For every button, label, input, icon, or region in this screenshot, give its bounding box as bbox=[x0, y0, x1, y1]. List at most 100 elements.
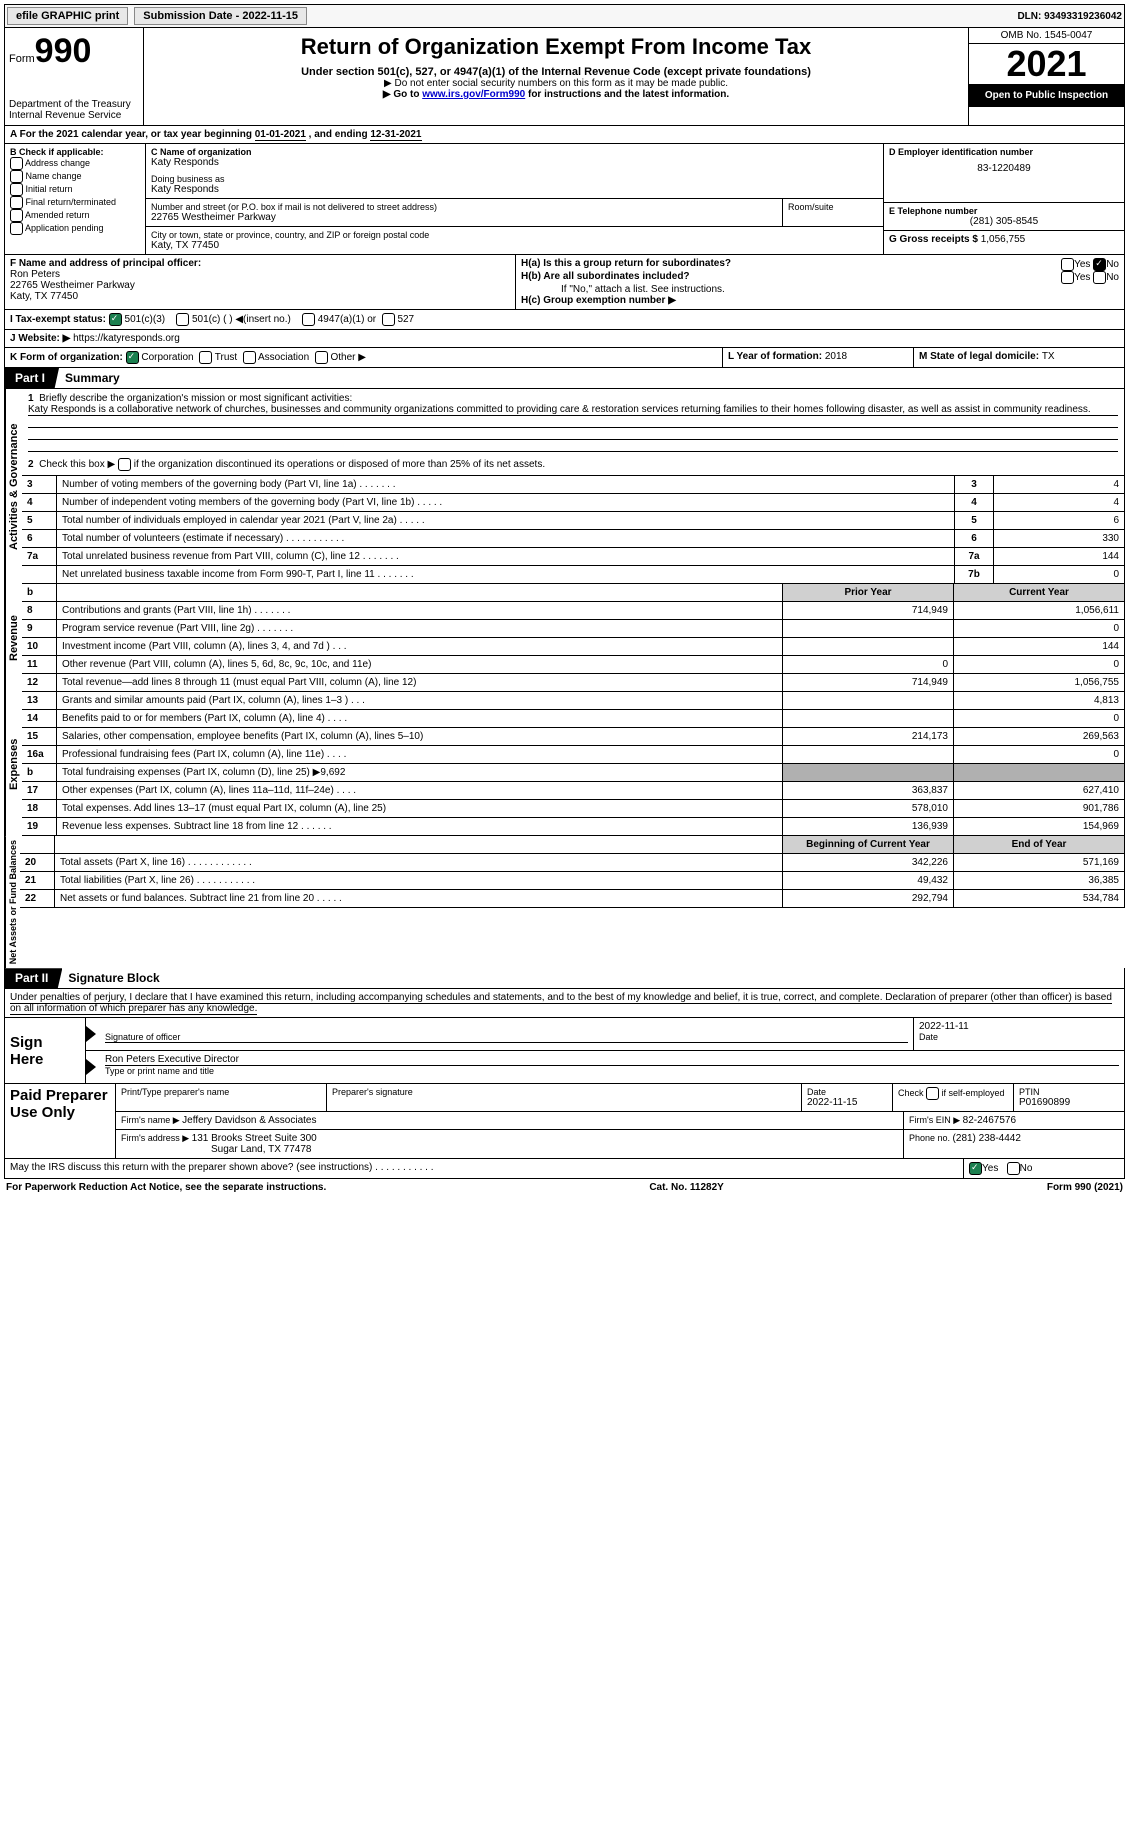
line2-post: if the organization discontinued its ope… bbox=[131, 459, 545, 470]
prep-date-label: Date bbox=[807, 1087, 887, 1097]
dln-value: 93493319236042 bbox=[1044, 11, 1122, 22]
colb-checkbox[interactable] bbox=[10, 222, 23, 235]
other-checkbox[interactable] bbox=[315, 351, 328, 364]
no-text-2: No bbox=[1106, 272, 1119, 283]
sub3-post: for instructions and the latest informat… bbox=[525, 89, 729, 100]
501c3-checkbox[interactable] bbox=[109, 313, 122, 326]
date-label: Date bbox=[919, 1032, 1119, 1042]
opt-trust: Trust bbox=[215, 352, 237, 363]
opt-corp: Corporation bbox=[141, 352, 193, 363]
row-fh: F Name and address of principal officer:… bbox=[4, 255, 1125, 310]
h-a-no-checkbox[interactable] bbox=[1093, 258, 1106, 271]
section-activities: Activities & Governance 1 Briefly descri… bbox=[4, 389, 1125, 584]
part1-title: Summary bbox=[59, 368, 126, 388]
self-employed-checkbox[interactable] bbox=[926, 1087, 939, 1100]
h-b-yes-checkbox[interactable] bbox=[1061, 271, 1074, 284]
prep-name-label: Print/Type preparer's name bbox=[116, 1084, 327, 1111]
discuss-yes: Yes bbox=[982, 1163, 998, 1174]
line2-checkbox[interactable] bbox=[118, 458, 131, 471]
h-c-label: H(c) Group exemption number ▶ bbox=[521, 295, 1119, 306]
gross-value: 1,056,755 bbox=[981, 234, 1026, 245]
corp-checkbox[interactable] bbox=[126, 351, 139, 364]
revenue-row: 11Other revenue (Part VIII, column (A), … bbox=[22, 656, 1125, 674]
opt-assoc: Association bbox=[258, 352, 309, 363]
4947-checkbox[interactable] bbox=[302, 313, 315, 326]
sign-here-label: Sign Here bbox=[5, 1018, 86, 1083]
discuss-yes-checkbox[interactable] bbox=[969, 1162, 982, 1175]
ein-label: D Employer identification number bbox=[889, 147, 1119, 157]
line-m-label: M State of legal domicile: bbox=[919, 351, 1042, 362]
line-k-label: K Form of organization: bbox=[10, 352, 123, 363]
527-checkbox[interactable] bbox=[382, 313, 395, 326]
colb-option: Application pending bbox=[10, 222, 140, 235]
paid-preparer-block: Paid Preparer Use Only Print/Type prepar… bbox=[4, 1084, 1125, 1159]
arrow-icon-2 bbox=[86, 1059, 96, 1075]
submission-date-button[interactable]: Submission Date - 2022-11-15 bbox=[134, 7, 307, 25]
501c-checkbox[interactable] bbox=[176, 313, 189, 326]
discuss-row: May the IRS discuss this return with the… bbox=[4, 1159, 1125, 1179]
h-a-yes-checkbox[interactable] bbox=[1061, 258, 1074, 271]
org-name: Katy Responds bbox=[151, 157, 878, 168]
dept-text: Department of the Treasury Internal Reve… bbox=[9, 99, 139, 121]
colb-checkbox[interactable] bbox=[10, 170, 23, 183]
firm-addr1: 131 Brooks Street Suite 300 bbox=[192, 1133, 317, 1144]
ptin-label: PTIN bbox=[1019, 1087, 1119, 1097]
h-b-label: H(b) Are all subordinates included? bbox=[521, 271, 690, 284]
expense-row: 16aProfessional fundraising fees (Part I… bbox=[22, 746, 1125, 764]
firm-phone: (281) 238-4442 bbox=[953, 1133, 1021, 1144]
trust-checkbox[interactable] bbox=[199, 351, 212, 364]
sub3-pre: ▶ Go to bbox=[383, 89, 422, 100]
header-left: Form990 Department of the Treasury Inter… bbox=[5, 28, 144, 125]
officer-label: F Name and address of principal officer: bbox=[10, 258, 510, 269]
street-value: 22765 Westheimer Parkway bbox=[151, 212, 777, 223]
prep-date: 2022-11-15 bbox=[807, 1097, 887, 1108]
footer: For Paperwork Reduction Act Notice, see … bbox=[4, 1179, 1125, 1196]
h-b-no-checkbox[interactable] bbox=[1093, 271, 1106, 284]
officer-addr1: 22765 Westheimer Parkway bbox=[10, 280, 510, 291]
colb-checkbox[interactable] bbox=[10, 209, 23, 222]
colb-checkbox[interactable] bbox=[10, 183, 23, 196]
sign-name: Ron Peters Executive Director bbox=[105, 1054, 1119, 1066]
irs-link[interactable]: www.irs.gov/Form990 bbox=[422, 89, 525, 100]
netassets-table: Beginning of Current Year End of Year 20… bbox=[20, 836, 1125, 908]
discuss-no-checkbox[interactable] bbox=[1007, 1162, 1020, 1175]
discuss-no: No bbox=[1020, 1163, 1033, 1174]
phone-label: E Telephone number bbox=[889, 206, 1119, 216]
colb-checkbox[interactable] bbox=[10, 157, 23, 170]
paid-preparer-label: Paid Preparer Use Only bbox=[5, 1084, 116, 1158]
assoc-checkbox[interactable] bbox=[243, 351, 256, 364]
colb-option: Address change bbox=[10, 157, 140, 170]
officer-addr2: Katy, TX 77450 bbox=[10, 291, 510, 302]
sign-date: 2022-11-11 bbox=[919, 1021, 1119, 1032]
expense-row: 17Other expenses (Part IX, column (A), l… bbox=[22, 782, 1125, 800]
org-name-label: C Name of organization bbox=[151, 147, 878, 157]
line-j: J Website: ▶ https://katyresponds.org bbox=[4, 330, 1125, 348]
sec1-table: 3Number of voting members of the governi… bbox=[22, 476, 1125, 584]
colb-option: Amended return bbox=[10, 209, 140, 222]
firm-name: Jeffery Davidson & Associates bbox=[182, 1115, 316, 1126]
no-text: No bbox=[1106, 259, 1119, 270]
firm-label: Firm's name ▶ bbox=[121, 1115, 182, 1125]
sec1-row: 7aTotal unrelated business revenue from … bbox=[22, 548, 1125, 566]
line-a-end: 12-31-2021 bbox=[370, 129, 421, 141]
gross-label: G Gross receipts $ bbox=[889, 234, 981, 245]
public-inspection: Open to Public Inspection bbox=[969, 84, 1124, 107]
subtitle-3: ▶ Go to www.irs.gov/Form990 for instruct… bbox=[152, 89, 960, 100]
suite-label: Room/suite bbox=[788, 202, 878, 212]
netasset-row: 20Total assets (Part X, line 16) . . . .… bbox=[20, 854, 1125, 872]
officer-name: Ron Peters bbox=[10, 269, 510, 280]
top-bar: efile GRAPHIC print Submission Date - 20… bbox=[4, 4, 1125, 28]
part1-header: Part I Summary bbox=[4, 368, 1125, 389]
firm-ein: 82-2467576 bbox=[963, 1115, 1016, 1126]
sign-name-label: Type or print name and title bbox=[105, 1066, 1119, 1076]
colb-checkbox[interactable] bbox=[10, 196, 23, 209]
expenses-table: 13Grants and similar amounts paid (Part … bbox=[22, 692, 1125, 836]
begin-year-head: Beginning of Current Year bbox=[783, 836, 954, 854]
line-klm: K Form of organization: Corporation Trus… bbox=[4, 348, 1125, 368]
efile-print-button[interactable]: efile GRAPHIC print bbox=[7, 7, 128, 25]
line2-pre: Check this box ▶ bbox=[39, 459, 118, 470]
header-right: OMB No. 1545-0047 2021 Open to Public In… bbox=[968, 28, 1124, 125]
current-year-head: Current Year bbox=[954, 584, 1125, 602]
dba-label: Doing business as bbox=[151, 174, 878, 184]
vlabel-activities: Activities & Governance bbox=[5, 389, 22, 584]
